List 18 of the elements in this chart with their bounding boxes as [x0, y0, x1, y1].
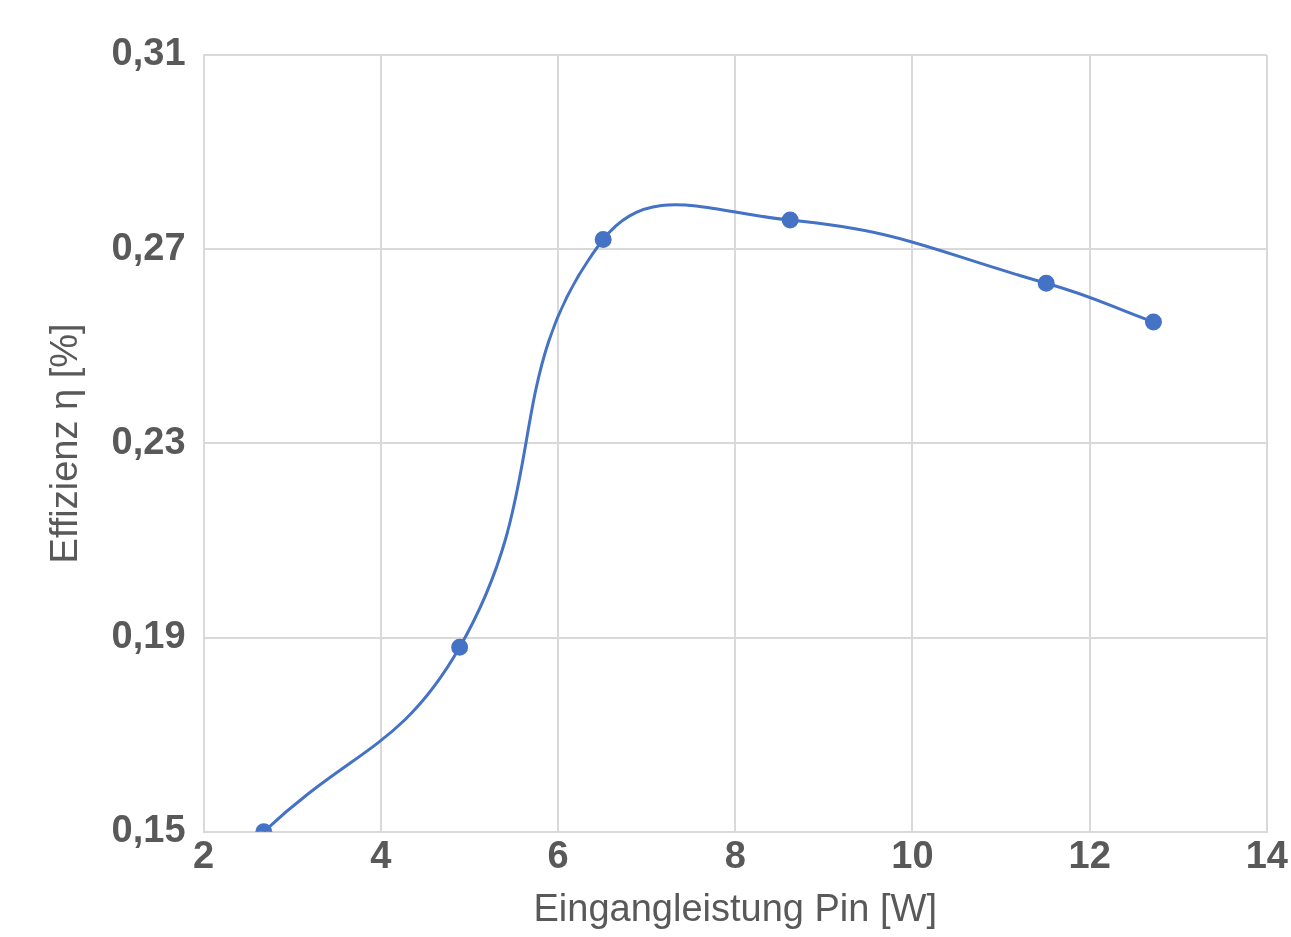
y-tick-label: 0,31: [111, 31, 186, 74]
x-tick-label: 8: [724, 834, 746, 877]
x-axis-title: Eingangleistung Pin [W]: [533, 886, 937, 929]
point: [1144, 313, 1162, 331]
y-tick-label: 0,23: [111, 419, 186, 462]
y-tick-label: 0,15: [111, 808, 186, 851]
x-tick-label: 10: [891, 834, 934, 877]
y-tick-label: 0,19: [111, 614, 186, 657]
x-tick-label: 14: [1245, 834, 1289, 877]
point: [594, 230, 612, 248]
x-tick-label: 12: [1068, 834, 1111, 877]
y-tick-label: 0,27: [111, 225, 186, 268]
x-tick-label: 2: [192, 834, 215, 877]
x-tick-label: 6: [547, 834, 569, 877]
x-tick-label: 4: [370, 834, 392, 877]
y-axis-title: Effizienz η [%]: [43, 323, 86, 564]
point: [781, 211, 799, 229]
point: [1037, 274, 1055, 292]
